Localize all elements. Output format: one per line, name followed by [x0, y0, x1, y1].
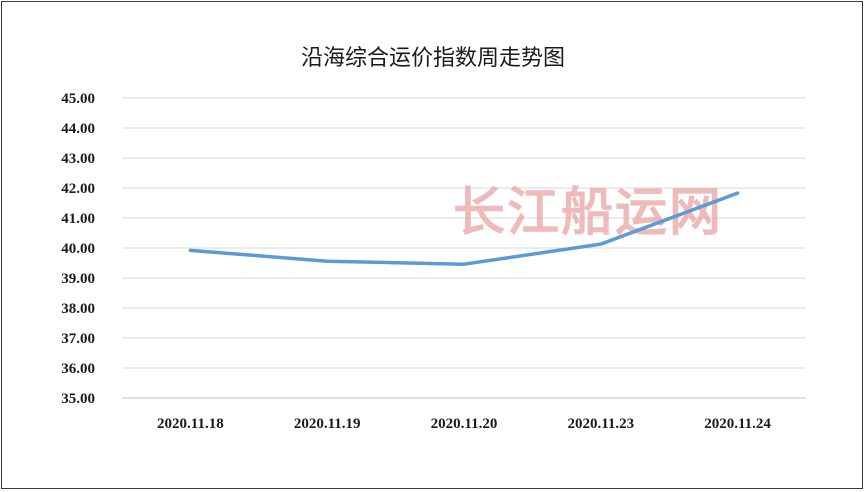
- series-line: [188, 191, 740, 266]
- y-tick-label: 42.00: [61, 181, 95, 197]
- y-tick-label: 40.00: [61, 241, 95, 257]
- chart-title: 沿海综合运价指数周走势图: [301, 46, 565, 71]
- x-tick-label: 2020.11.23: [567, 416, 634, 432]
- x-tick-label: 2020.11.20: [431, 416, 498, 432]
- y-tick-label: 36.00: [61, 361, 95, 377]
- y-tick-label: 45.00: [61, 91, 95, 107]
- y-tick-label: 38.00: [61, 301, 95, 317]
- y-tick-label: 41.00: [61, 211, 95, 227]
- y-tick-label: 39.00: [61, 271, 95, 287]
- x-tick-label: 2020.11.24: [704, 416, 771, 432]
- series-group: [188, 191, 740, 266]
- watermark-text: 长江船运网: [453, 182, 723, 243]
- y-axis: 35.00 36.00 37.00 38.00 39.00 40.00 41.00 42.00…: [61, 91, 95, 407]
- x-tick-label: 2020.11.18: [157, 416, 224, 432]
- x-tick-label: 2020.11.19: [294, 416, 361, 432]
- y-tick-label: 43.00: [61, 151, 95, 167]
- y-tick-label: 35.00: [61, 391, 95, 407]
- x-axis: 2020.11.18 2020.11.19 2020.11.20 2020.11.23…: [157, 416, 771, 432]
- y-tick-label: 44.00: [61, 121, 95, 137]
- y-tick-label: 37.00: [61, 331, 95, 347]
- gridlines: [122, 97, 806, 399]
